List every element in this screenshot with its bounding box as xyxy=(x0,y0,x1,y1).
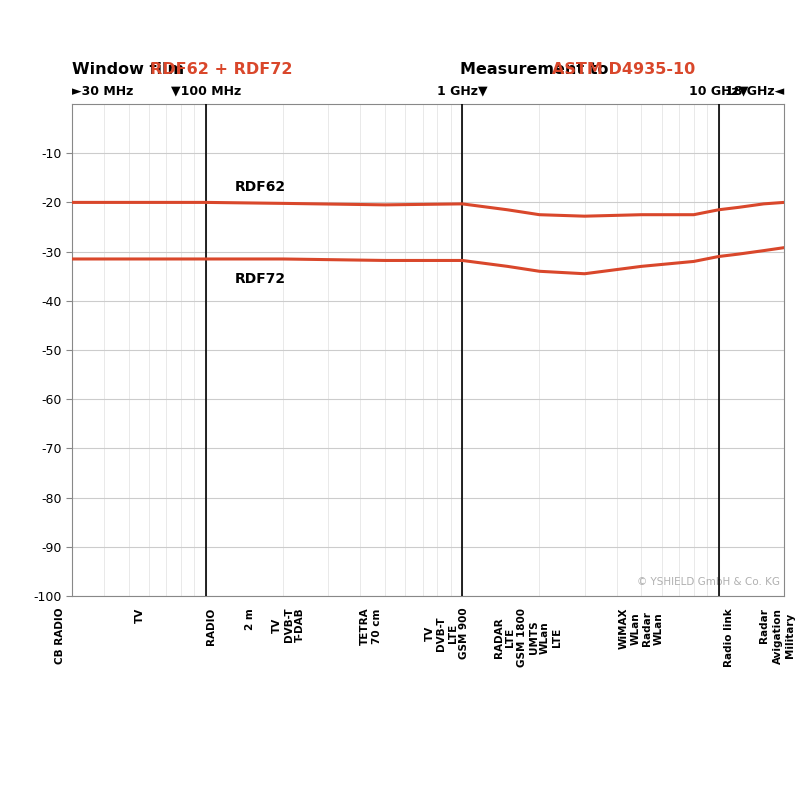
Text: TETRA
70 cm: TETRA 70 cm xyxy=(360,608,382,646)
Text: RADIO: RADIO xyxy=(206,608,217,645)
Text: Avigation
Military: Avigation Military xyxy=(773,608,794,664)
Text: TV: TV xyxy=(134,608,145,623)
Text: RDF62 + RDF72: RDF62 + RDF72 xyxy=(150,62,293,77)
Text: RDF62: RDF62 xyxy=(235,179,286,194)
Text: Radio link: Radio link xyxy=(724,608,734,666)
Text: Window film: Window film xyxy=(72,62,190,77)
Text: Radar: Radar xyxy=(758,608,769,642)
Text: 10 GHz▼: 10 GHz▼ xyxy=(689,85,748,98)
Text: CB RADIO: CB RADIO xyxy=(55,608,66,664)
Text: 2 m: 2 m xyxy=(245,608,254,630)
Text: 1 GHz▼: 1 GHz▼ xyxy=(437,85,488,98)
Text: TV
DVB-T
LTE
GSM 900: TV DVB-T LTE GSM 900 xyxy=(424,608,469,659)
Text: © YSHIELD GmbH & Co. KG: © YSHIELD GmbH & Co. KG xyxy=(638,577,781,587)
Text: ▼100 MHz: ▼100 MHz xyxy=(171,85,241,98)
Text: Measurement to: Measurement to xyxy=(460,62,614,77)
Text: WiMAX
WLan
Radar
WLan: WiMAX WLan Radar WLan xyxy=(619,608,664,650)
Text: RDF72: RDF72 xyxy=(235,272,286,286)
Text: RADAR
LTE
GSM 1800
UMTS
WLan
LTE: RADAR LTE GSM 1800 UMTS WLan LTE xyxy=(494,608,562,666)
Text: TV
DVB-T
T-DAB: TV DVB-T T-DAB xyxy=(272,608,305,642)
Text: ASTM D4935-10: ASTM D4935-10 xyxy=(552,62,695,77)
Text: ►30 MHz: ►30 MHz xyxy=(72,85,134,98)
Text: 18 GHz◄: 18 GHz◄ xyxy=(725,85,784,98)
